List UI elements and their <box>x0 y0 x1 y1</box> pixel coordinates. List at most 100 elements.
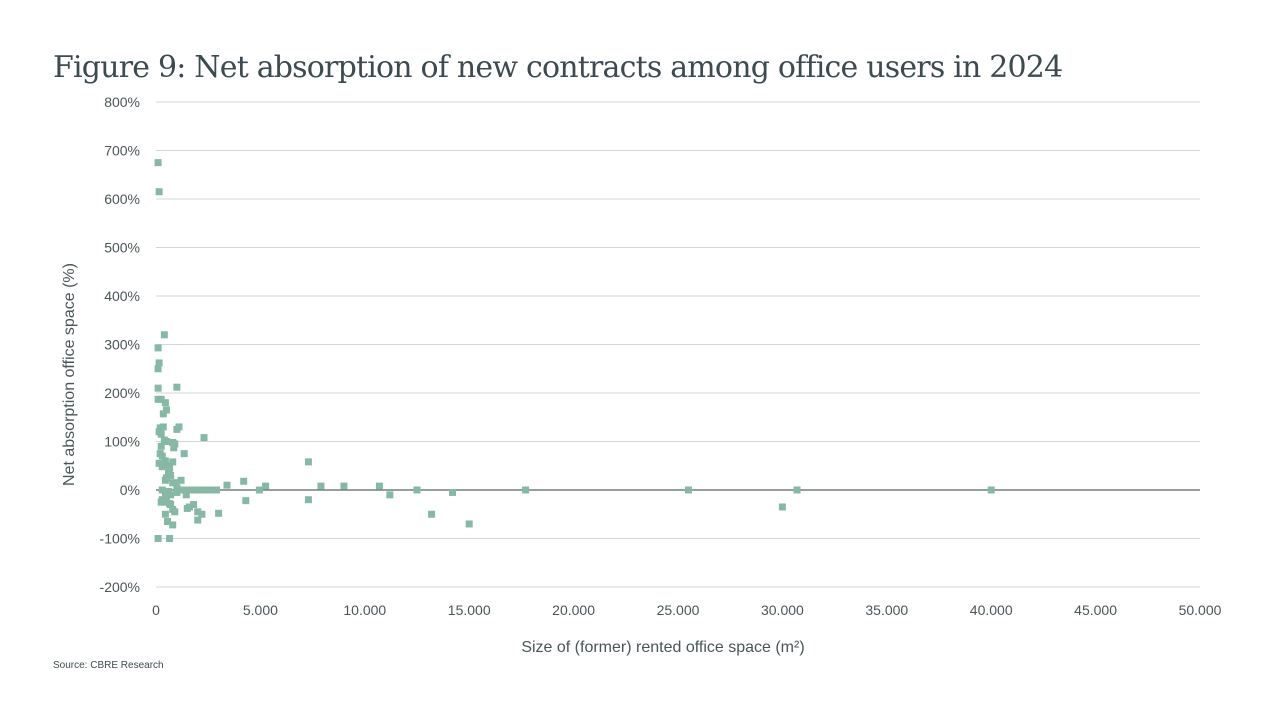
data-point <box>158 463 166 471</box>
data-point <box>413 486 421 494</box>
data-point <box>317 482 325 490</box>
data-point <box>340 482 348 490</box>
y-tick-label: 0% <box>120 482 140 498</box>
y-axis-label: Net absorption office space (%) <box>61 263 78 486</box>
data-point <box>200 434 208 442</box>
data-point <box>386 491 394 499</box>
data-point <box>183 504 191 512</box>
data-point <box>778 503 786 511</box>
data-point <box>196 486 204 494</box>
data-point <box>167 501 175 509</box>
y-tick-label: 500% <box>104 240 140 256</box>
data-point <box>180 450 188 458</box>
x-tick-label: 50.000 <box>1179 602 1222 618</box>
data-point <box>158 486 166 494</box>
x-tick-label: 40.000 <box>970 602 1013 618</box>
data-point <box>167 471 175 479</box>
x-tick-label: 20.000 <box>552 602 595 618</box>
data-point <box>155 359 163 367</box>
data-point <box>162 406 170 414</box>
data-point <box>684 486 692 494</box>
y-axis-ticks: -200% -100% 0% 100% 200% 300% 400% 500% 600% 700%… <box>100 94 140 595</box>
x-tick-label: 35.000 <box>865 602 908 618</box>
data-point <box>161 457 169 465</box>
data-point <box>255 486 263 494</box>
data-point <box>162 493 170 501</box>
x-tick-label: 0 <box>152 602 160 618</box>
data-point <box>157 442 165 450</box>
x-tick-label: 5.000 <box>243 602 278 618</box>
data-point <box>173 488 181 496</box>
data-points <box>154 159 995 542</box>
data-point <box>208 486 216 494</box>
data-point <box>154 384 162 392</box>
data-point <box>171 508 179 516</box>
data-point <box>242 497 250 505</box>
data-point <box>166 464 174 472</box>
data-point <box>179 486 187 494</box>
x-tick-label: 25.000 <box>657 602 700 618</box>
data-point <box>428 510 436 518</box>
data-point <box>157 430 165 438</box>
data-point <box>167 491 175 499</box>
data-point <box>166 535 174 542</box>
data-point <box>375 482 383 490</box>
data-point <box>163 518 171 526</box>
data-point <box>194 508 202 516</box>
data-point <box>200 486 208 494</box>
data-point <box>173 383 181 391</box>
data-point <box>154 535 162 542</box>
data-point <box>215 509 223 517</box>
data-point <box>187 486 195 494</box>
data-point <box>522 486 530 494</box>
data-point <box>170 444 178 452</box>
data-point <box>198 510 206 518</box>
chart-title: Figure 9: Net absorption of new contract… <box>53 50 1063 85</box>
data-point <box>156 424 164 432</box>
y-tick-label: 600% <box>104 191 140 207</box>
data-point <box>190 501 198 509</box>
data-point <box>183 486 191 494</box>
data-point <box>448 488 456 496</box>
y-tick-label: -100% <box>100 531 140 547</box>
data-point <box>793 486 801 494</box>
data-point <box>204 486 212 494</box>
data-point <box>158 452 166 460</box>
data-point <box>154 344 162 352</box>
y-tick-label: 700% <box>104 143 140 159</box>
x-tick-label: 45.000 <box>1074 602 1117 618</box>
data-point <box>304 496 312 504</box>
data-point <box>171 479 179 487</box>
data-point <box>177 476 185 484</box>
x-axis-label: Size of (former) rented office space (m²… <box>521 639 804 656</box>
data-point <box>159 410 167 418</box>
data-point <box>154 159 162 167</box>
data-point <box>987 486 995 494</box>
data-point <box>160 331 168 339</box>
data-point <box>223 481 231 489</box>
data-point <box>160 498 168 506</box>
data-point <box>161 476 169 484</box>
x-axis-ticks: 0 5.000 10.000 15.000 20.000 25.000 30.000 35.0… <box>152 602 1222 618</box>
data-point <box>161 399 169 407</box>
x-tick-label: 10.000 <box>343 602 386 618</box>
data-point <box>182 491 190 499</box>
x-tick-label: 15.000 <box>448 602 491 618</box>
x-tick-label: 30.000 <box>761 602 804 618</box>
data-point <box>169 458 177 466</box>
source-note: Source: CBRE Research <box>53 660 164 671</box>
data-point <box>157 395 165 403</box>
y-tick-label: 200% <box>104 385 140 401</box>
data-point <box>162 438 170 445</box>
data-point <box>213 486 221 494</box>
data-point <box>192 486 200 494</box>
y-tick-label: 300% <box>104 337 140 353</box>
data-point <box>171 440 179 448</box>
data-point <box>262 482 270 490</box>
data-point <box>161 510 169 518</box>
data-point <box>154 365 162 373</box>
data-point <box>155 188 163 196</box>
data-point <box>465 520 473 528</box>
data-point <box>194 516 202 524</box>
